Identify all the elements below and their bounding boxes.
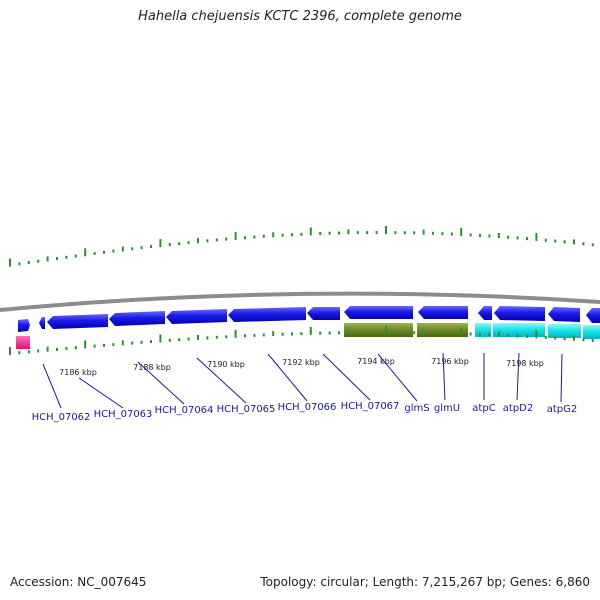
accession-label: Accession: NC_007645 [10,575,147,589]
gene-label: atpD2 [503,403,533,414]
scale-label: 7190 kbp [207,360,245,369]
misc-feature-block [16,336,30,349]
gene-leader-line [137,361,185,405]
cyan-feature-block [548,324,581,338]
gene-label: HCH_07063 [94,409,153,420]
gene-label-leaders [42,352,563,409]
gene-block [228,307,306,322]
gene-block [418,306,468,319]
gene-block [47,314,108,329]
gene-leader-line [560,353,563,403]
gene-leader-line [442,352,446,401]
gene-label: HCH_07064 [155,405,214,416]
cyan-feature-block [493,323,545,337]
gene-block [494,306,545,321]
gene-leader-line [196,357,247,404]
gene-block [166,309,227,324]
gene-leader-line [267,353,308,402]
gene-leader-line [516,352,520,401]
gene-label: HCH_07062 [32,412,91,423]
gene-block [307,307,340,320]
olive-feature-block [417,323,468,337]
gene-leader-line [322,353,371,401]
scale-label: 7198 kbp [506,359,544,368]
gene-block [39,317,45,329]
outer-tick-marks [9,226,594,267]
scale-label: 7186 kbp [59,368,97,377]
gene-label: glmU [434,403,460,414]
gene-label: HCH_07066 [278,402,337,413]
gene-block [344,306,413,319]
genome-summary: Topology: circular; Length: 7,215,267 bp… [260,575,590,589]
gene-label: glmS [404,403,429,414]
scale-labels: 7186 kbp 7188 kbp 7190 kbp 7192 kbp 7194… [59,357,544,377]
gene-labels: HCH_07062 HCH_07063 HCH_07064 HCH_07065 … [32,401,578,423]
gene-label: HCH_07067 [341,401,400,412]
inner-tick-marks [9,326,594,356]
gene-block [109,311,165,326]
scale-label: 7188 kbp [133,363,171,372]
gene-label: HCH_07065 [217,404,276,415]
gene-block [548,307,580,322]
map-title: Hahella chejuensis KCTC 2396, complete g… [138,9,462,24]
gene-block [18,319,30,332]
olive-feature-block [344,323,413,337]
gene-label: atpC [472,403,495,414]
genome-backbone-arc [0,291,600,312]
scale-label: 7194 kbp [357,357,395,366]
scale-label: 7192 kbp [282,358,320,367]
gene-block [586,308,600,323]
gene-track [18,306,600,332]
gene-block [478,306,492,320]
cyan-feature-block [583,325,600,339]
gene-label: atpG2 [547,404,578,415]
gene-leader-line [377,353,418,402]
gene-leader-line [78,377,124,409]
scale-label: 7196 kbp [431,357,469,366]
gene-leader-line [42,363,62,409]
